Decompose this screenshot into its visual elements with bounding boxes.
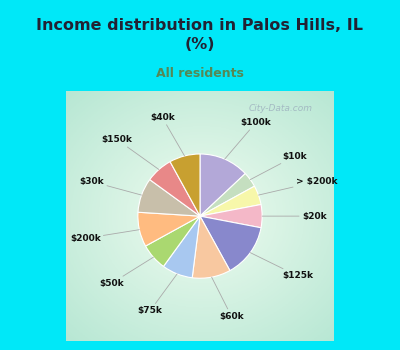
Text: $200k: $200k [70,230,139,243]
Text: All residents: All residents [156,67,244,80]
Wedge shape [200,216,261,271]
Text: $10k: $10k [250,152,307,180]
Text: > $200k: > $200k [258,177,337,195]
Wedge shape [200,154,245,216]
Text: City-Data.com: City-Data.com [248,104,312,112]
Text: Income distribution in Palos Hills, IL
(%): Income distribution in Palos Hills, IL (… [36,18,364,52]
Wedge shape [170,154,200,216]
Wedge shape [150,162,200,216]
Wedge shape [138,212,200,246]
Text: $30k: $30k [80,177,142,195]
Wedge shape [200,174,254,216]
Wedge shape [164,216,200,278]
Text: $75k: $75k [138,274,177,315]
Text: $50k: $50k [99,257,153,288]
Text: $150k: $150k [102,135,159,169]
Text: $125k: $125k [250,253,313,280]
Text: $60k: $60k [212,277,244,321]
Text: $100k: $100k [225,118,271,159]
Wedge shape [192,216,230,278]
Wedge shape [200,186,261,216]
Text: $40k: $40k [150,113,184,156]
Wedge shape [146,216,200,266]
Text: $20k: $20k [262,212,326,220]
Wedge shape [200,204,262,228]
Wedge shape [138,180,200,216]
